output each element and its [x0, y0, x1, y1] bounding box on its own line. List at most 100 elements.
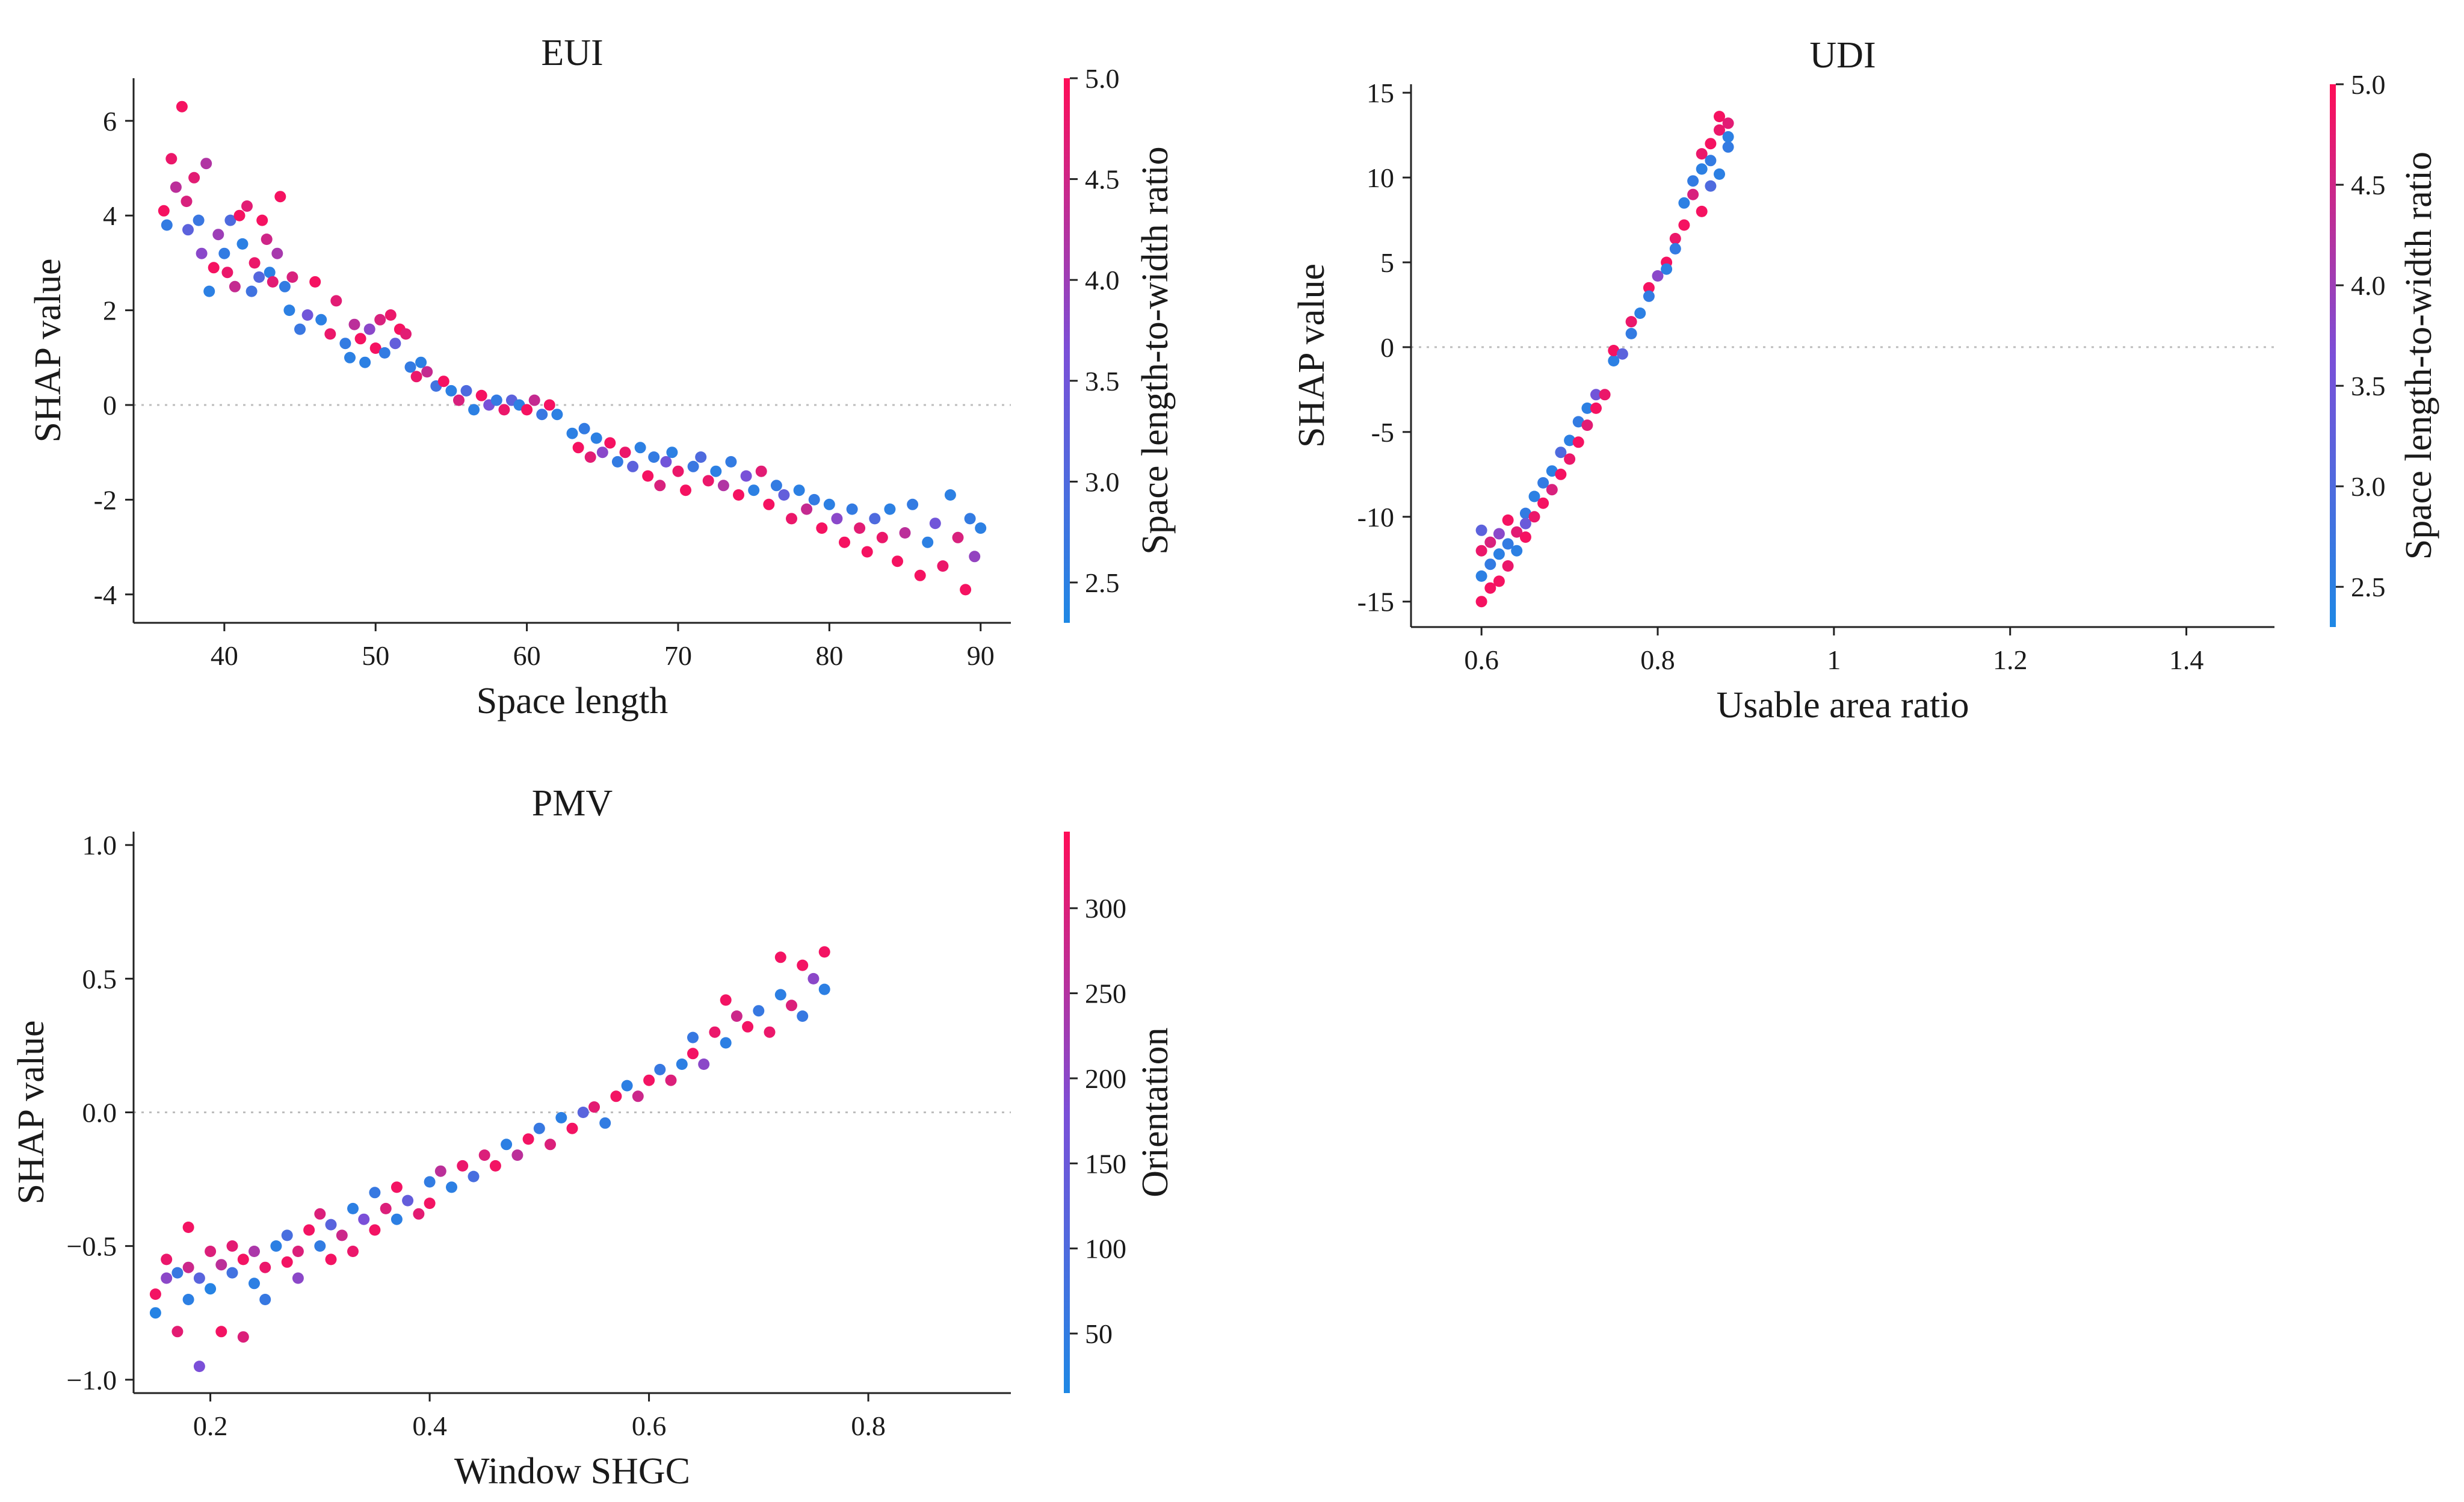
udi-point [1643, 282, 1655, 294]
pmv-point [237, 1253, 249, 1266]
eui-colorbar-tick-label: 4.0 [1085, 265, 1120, 295]
eui-point [960, 584, 972, 596]
udi-point [1722, 131, 1734, 143]
pmv-point [687, 1048, 699, 1060]
pmv-point [434, 1165, 446, 1177]
pmv-point [149, 1288, 161, 1300]
eui-point [359, 356, 371, 368]
udi-y-tick-label: -15 [1357, 587, 1394, 617]
eui-y-tick-label: 2 [103, 295, 117, 326]
pmv-point [522, 1133, 534, 1145]
pmv-point [215, 1259, 227, 1271]
eui-point [218, 247, 230, 259]
eui-point [914, 569, 926, 581]
eui-point [181, 196, 193, 208]
eui-point [468, 404, 480, 416]
udi-point [1502, 538, 1514, 550]
eui-point [619, 447, 631, 459]
eui-point [279, 280, 291, 292]
udi-point [1678, 219, 1690, 231]
udi-point [1493, 528, 1505, 540]
eui-point [770, 480, 782, 492]
eui-point [286, 271, 298, 283]
eui-point [410, 371, 422, 383]
pmv-point [369, 1224, 381, 1236]
pmv-point [774, 989, 786, 1001]
eui-point [654, 480, 666, 492]
eui-point [212, 229, 224, 241]
pmv-title: PMV [532, 783, 613, 824]
eui-point [536, 409, 548, 421]
udi-point [1564, 434, 1576, 447]
eui-point [274, 191, 286, 203]
eui-point [725, 456, 737, 468]
pmv-point [577, 1107, 589, 1118]
pmv-point [632, 1090, 644, 1102]
udi-point [1546, 465, 1558, 477]
udi-y-tick-label: 0 [1380, 332, 1394, 363]
pmv-point [205, 1283, 217, 1295]
eui-point [964, 513, 976, 525]
udi-colorbar [2330, 84, 2336, 627]
eui-colorbar-label: Space length-to-width ratio [1135, 146, 1176, 554]
pmv-point [391, 1213, 403, 1225]
udi-point [1502, 514, 1514, 526]
pmv-colorbar-tick-label: 200 [1085, 1063, 1126, 1094]
pmv-point [303, 1224, 315, 1236]
pmv-point [720, 994, 732, 1006]
udi-point [1714, 168, 1725, 180]
eui-point [233, 209, 245, 221]
eui-x-tick-label: 60 [513, 640, 541, 671]
pmv-point [786, 1000, 797, 1012]
pmv-point [161, 1272, 173, 1284]
eui-point [245, 285, 258, 297]
eui-point [543, 399, 555, 411]
udi-point [1625, 316, 1637, 328]
eui-point [876, 531, 888, 543]
eui-point [267, 276, 279, 288]
pmv-point [797, 959, 809, 971]
eui-point [249, 257, 261, 269]
eui-point [271, 247, 283, 259]
udi-point [1696, 205, 1708, 217]
eui-point [695, 451, 707, 463]
udi-point [1564, 453, 1576, 465]
udi-point [1502, 560, 1514, 572]
udi-colorbar-tick-label: 5.0 [2351, 69, 2386, 100]
eui-point [236, 238, 249, 250]
pmv-point [545, 1139, 556, 1151]
eui-point [884, 503, 896, 515]
udi-point [1652, 270, 1664, 282]
eui-point [421, 366, 433, 378]
udi-colorbar-label: Space length-to-width ratio [2398, 152, 2439, 560]
udi-point [1484, 558, 1496, 570]
eui-point [572, 442, 584, 454]
eui-point [256, 214, 268, 226]
udi-point [1714, 111, 1725, 123]
pmv-point [226, 1240, 238, 1252]
eui-point [253, 271, 265, 283]
eui-point [354, 333, 366, 345]
pmv-point [730, 1010, 743, 1022]
eui-point [687, 460, 699, 472]
udi-point [1661, 263, 1673, 275]
pmv-point [555, 1111, 567, 1123]
eui-point [348, 318, 360, 330]
eui-point [854, 522, 866, 534]
eui-point [196, 247, 208, 259]
eui-point [165, 153, 178, 165]
pmv-colorbar-tick-label: 150 [1085, 1148, 1126, 1179]
udi-point [1669, 233, 1681, 244]
eui-point [378, 347, 391, 359]
eui-colorbar-tick-label: 5.0 [1085, 63, 1120, 94]
eui-point [384, 309, 397, 321]
pmv-colorbar-tick-label: 250 [1085, 978, 1126, 1009]
eui-point [846, 503, 858, 515]
eui-point [344, 351, 356, 363]
udi-point [1519, 531, 1531, 543]
eui-y-tick-label: 6 [103, 106, 117, 137]
udi-point [1511, 545, 1523, 557]
pmv-point [270, 1240, 282, 1252]
eui-point [445, 385, 457, 397]
pmv-y-tick-label: −1.0 [67, 1365, 117, 1395]
